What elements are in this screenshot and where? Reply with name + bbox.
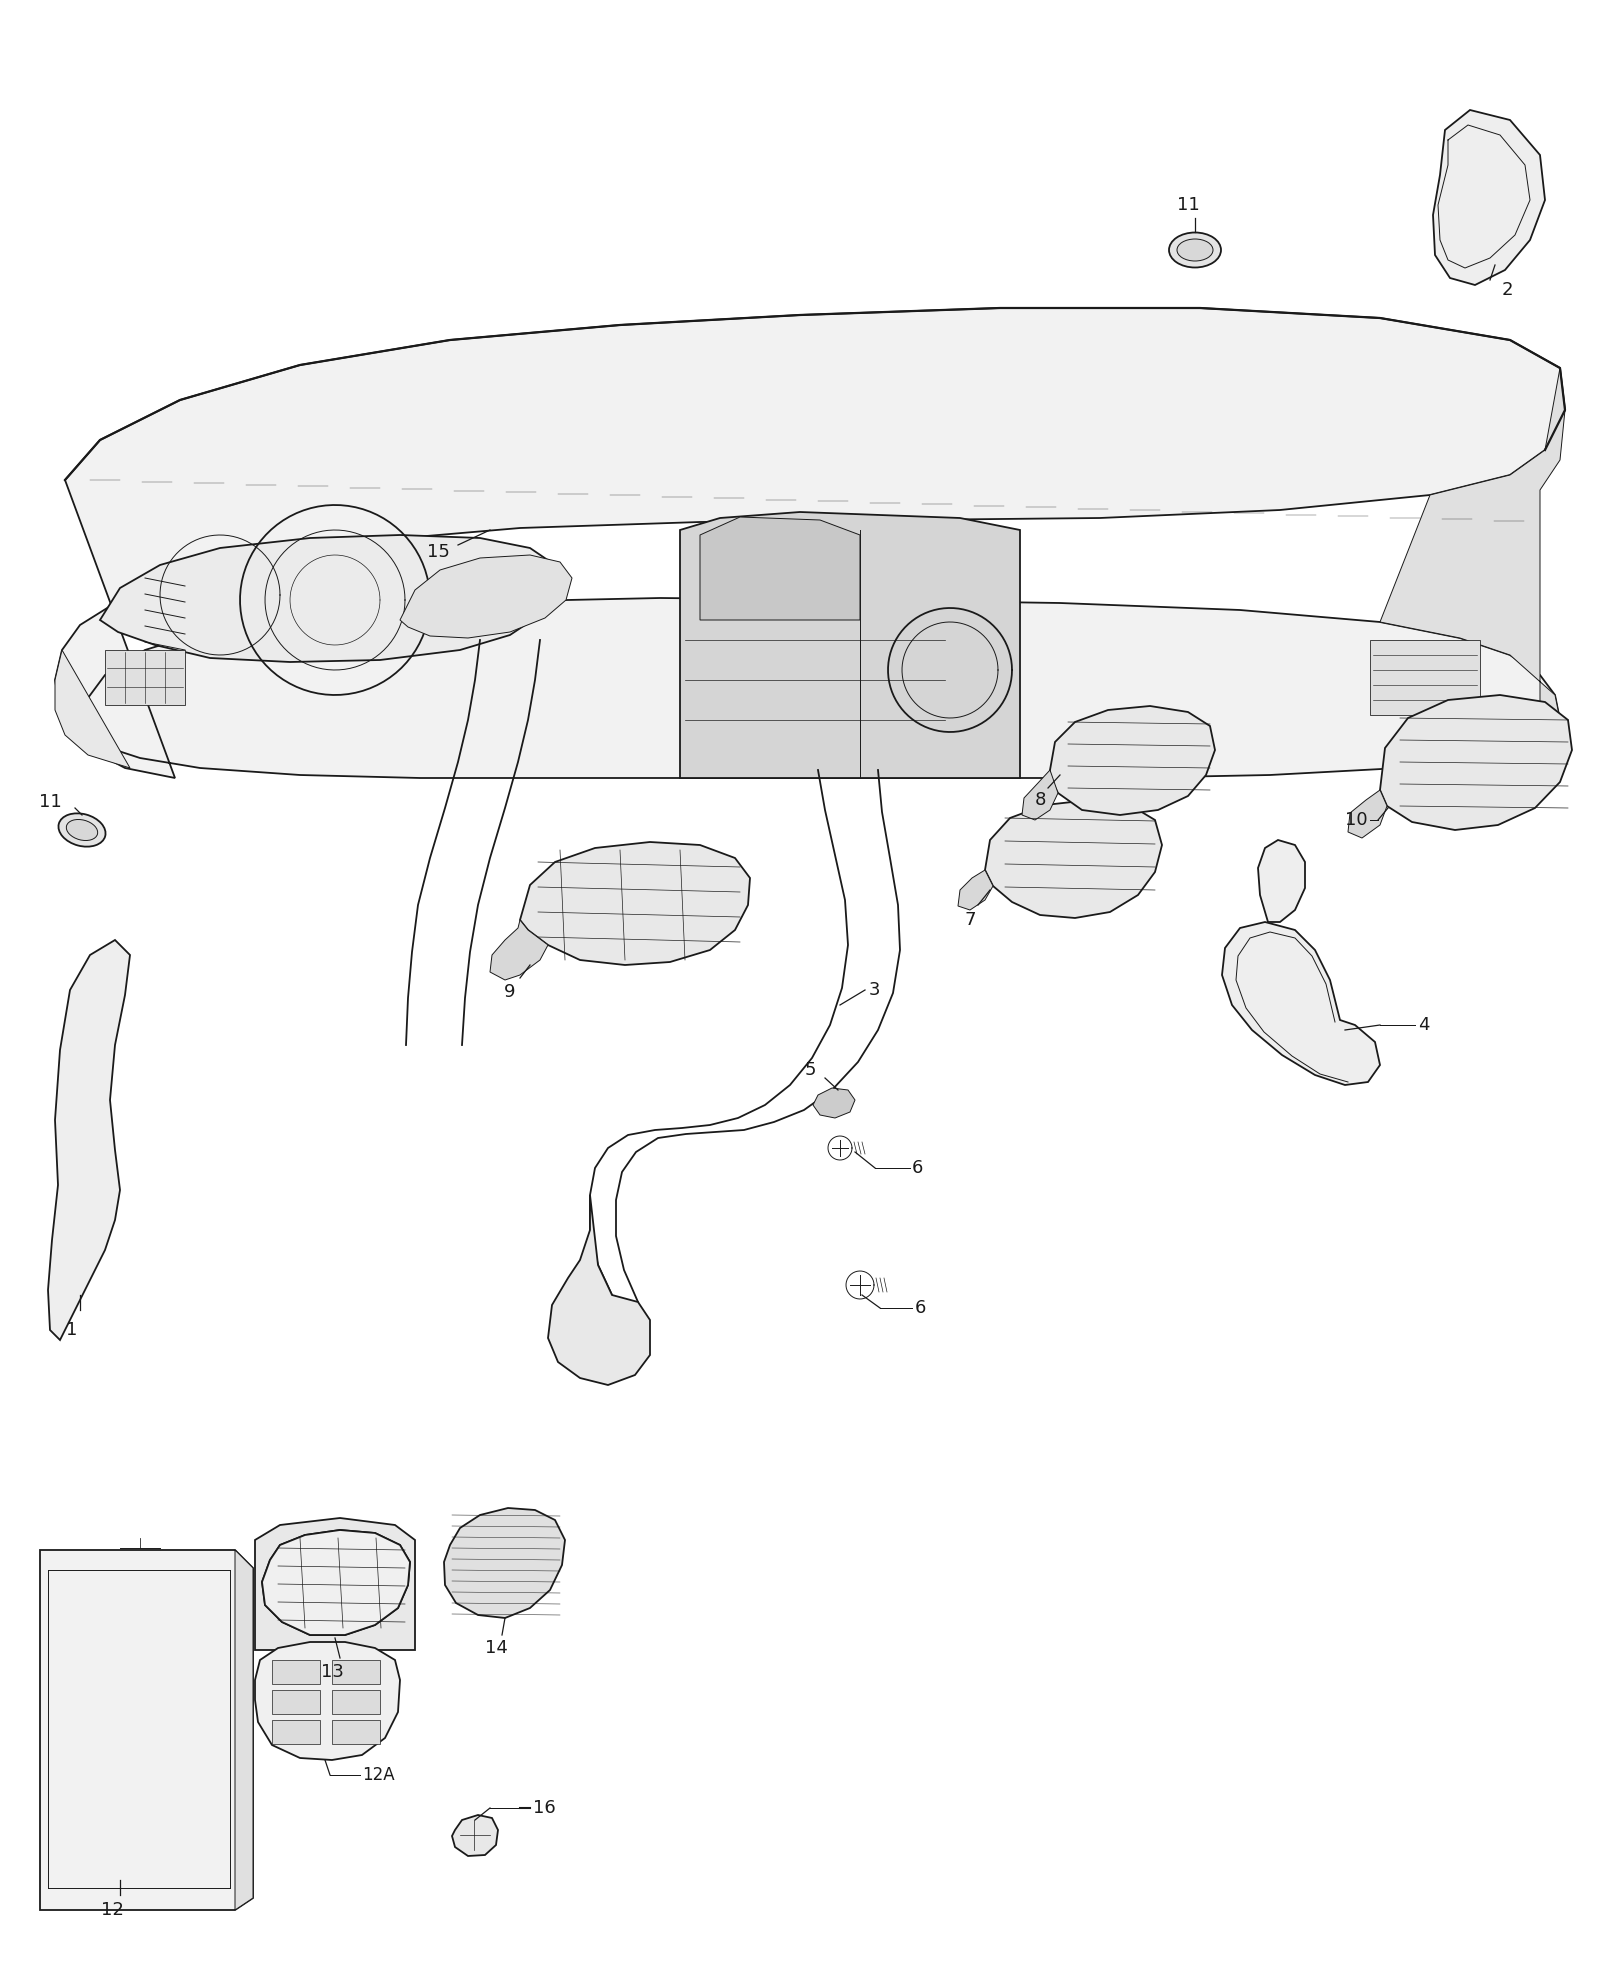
Polygon shape bbox=[272, 1690, 320, 1714]
Text: 1: 1 bbox=[66, 1321, 78, 1339]
Polygon shape bbox=[1258, 840, 1306, 922]
Polygon shape bbox=[106, 649, 186, 705]
Polygon shape bbox=[701, 516, 861, 620]
Polygon shape bbox=[520, 842, 750, 965]
Ellipse shape bbox=[66, 820, 98, 840]
Text: 12: 12 bbox=[101, 1901, 123, 1918]
Polygon shape bbox=[1379, 695, 1571, 830]
Text: 8: 8 bbox=[1034, 790, 1046, 808]
Polygon shape bbox=[958, 870, 994, 910]
Polygon shape bbox=[254, 1642, 400, 1760]
Polygon shape bbox=[453, 1815, 498, 1857]
Polygon shape bbox=[54, 649, 130, 769]
Polygon shape bbox=[262, 1529, 410, 1634]
Text: 16: 16 bbox=[533, 1799, 555, 1817]
Polygon shape bbox=[99, 534, 558, 661]
Text: 11: 11 bbox=[40, 792, 62, 810]
Ellipse shape bbox=[59, 814, 106, 846]
Text: 13: 13 bbox=[320, 1662, 344, 1680]
Polygon shape bbox=[333, 1720, 381, 1744]
Polygon shape bbox=[272, 1660, 320, 1684]
Polygon shape bbox=[1222, 922, 1379, 1084]
Text: 12A: 12A bbox=[362, 1766, 395, 1783]
Polygon shape bbox=[40, 1549, 253, 1911]
Polygon shape bbox=[1347, 790, 1387, 838]
Polygon shape bbox=[680, 512, 1021, 779]
Polygon shape bbox=[1050, 705, 1214, 814]
Text: 4: 4 bbox=[1418, 1017, 1429, 1035]
Polygon shape bbox=[235, 1549, 253, 1911]
Polygon shape bbox=[1434, 109, 1546, 286]
Text: 15: 15 bbox=[427, 542, 450, 560]
Polygon shape bbox=[333, 1660, 381, 1684]
Text: 6: 6 bbox=[915, 1299, 926, 1317]
Polygon shape bbox=[1370, 639, 1480, 715]
Polygon shape bbox=[986, 800, 1162, 918]
Polygon shape bbox=[490, 920, 547, 979]
Ellipse shape bbox=[1170, 232, 1221, 268]
Ellipse shape bbox=[1178, 238, 1213, 260]
Text: 14: 14 bbox=[485, 1638, 507, 1656]
Polygon shape bbox=[262, 1529, 410, 1634]
Text: 11: 11 bbox=[1176, 197, 1200, 214]
Polygon shape bbox=[1379, 367, 1565, 743]
Text: 7: 7 bbox=[965, 912, 976, 929]
Polygon shape bbox=[547, 1196, 650, 1384]
Text: 10: 10 bbox=[1346, 810, 1368, 828]
Polygon shape bbox=[54, 308, 1565, 779]
Polygon shape bbox=[813, 1088, 854, 1118]
Polygon shape bbox=[254, 1517, 414, 1650]
Polygon shape bbox=[272, 1720, 320, 1744]
Polygon shape bbox=[333, 1690, 381, 1714]
Text: 5: 5 bbox=[805, 1061, 816, 1078]
Text: 6: 6 bbox=[912, 1160, 923, 1178]
Text: 3: 3 bbox=[869, 981, 880, 999]
Polygon shape bbox=[400, 554, 573, 638]
Polygon shape bbox=[1022, 771, 1058, 820]
Polygon shape bbox=[445, 1507, 565, 1619]
Polygon shape bbox=[48, 939, 130, 1341]
Text: 9: 9 bbox=[504, 983, 515, 1001]
Text: 2: 2 bbox=[1502, 280, 1514, 300]
